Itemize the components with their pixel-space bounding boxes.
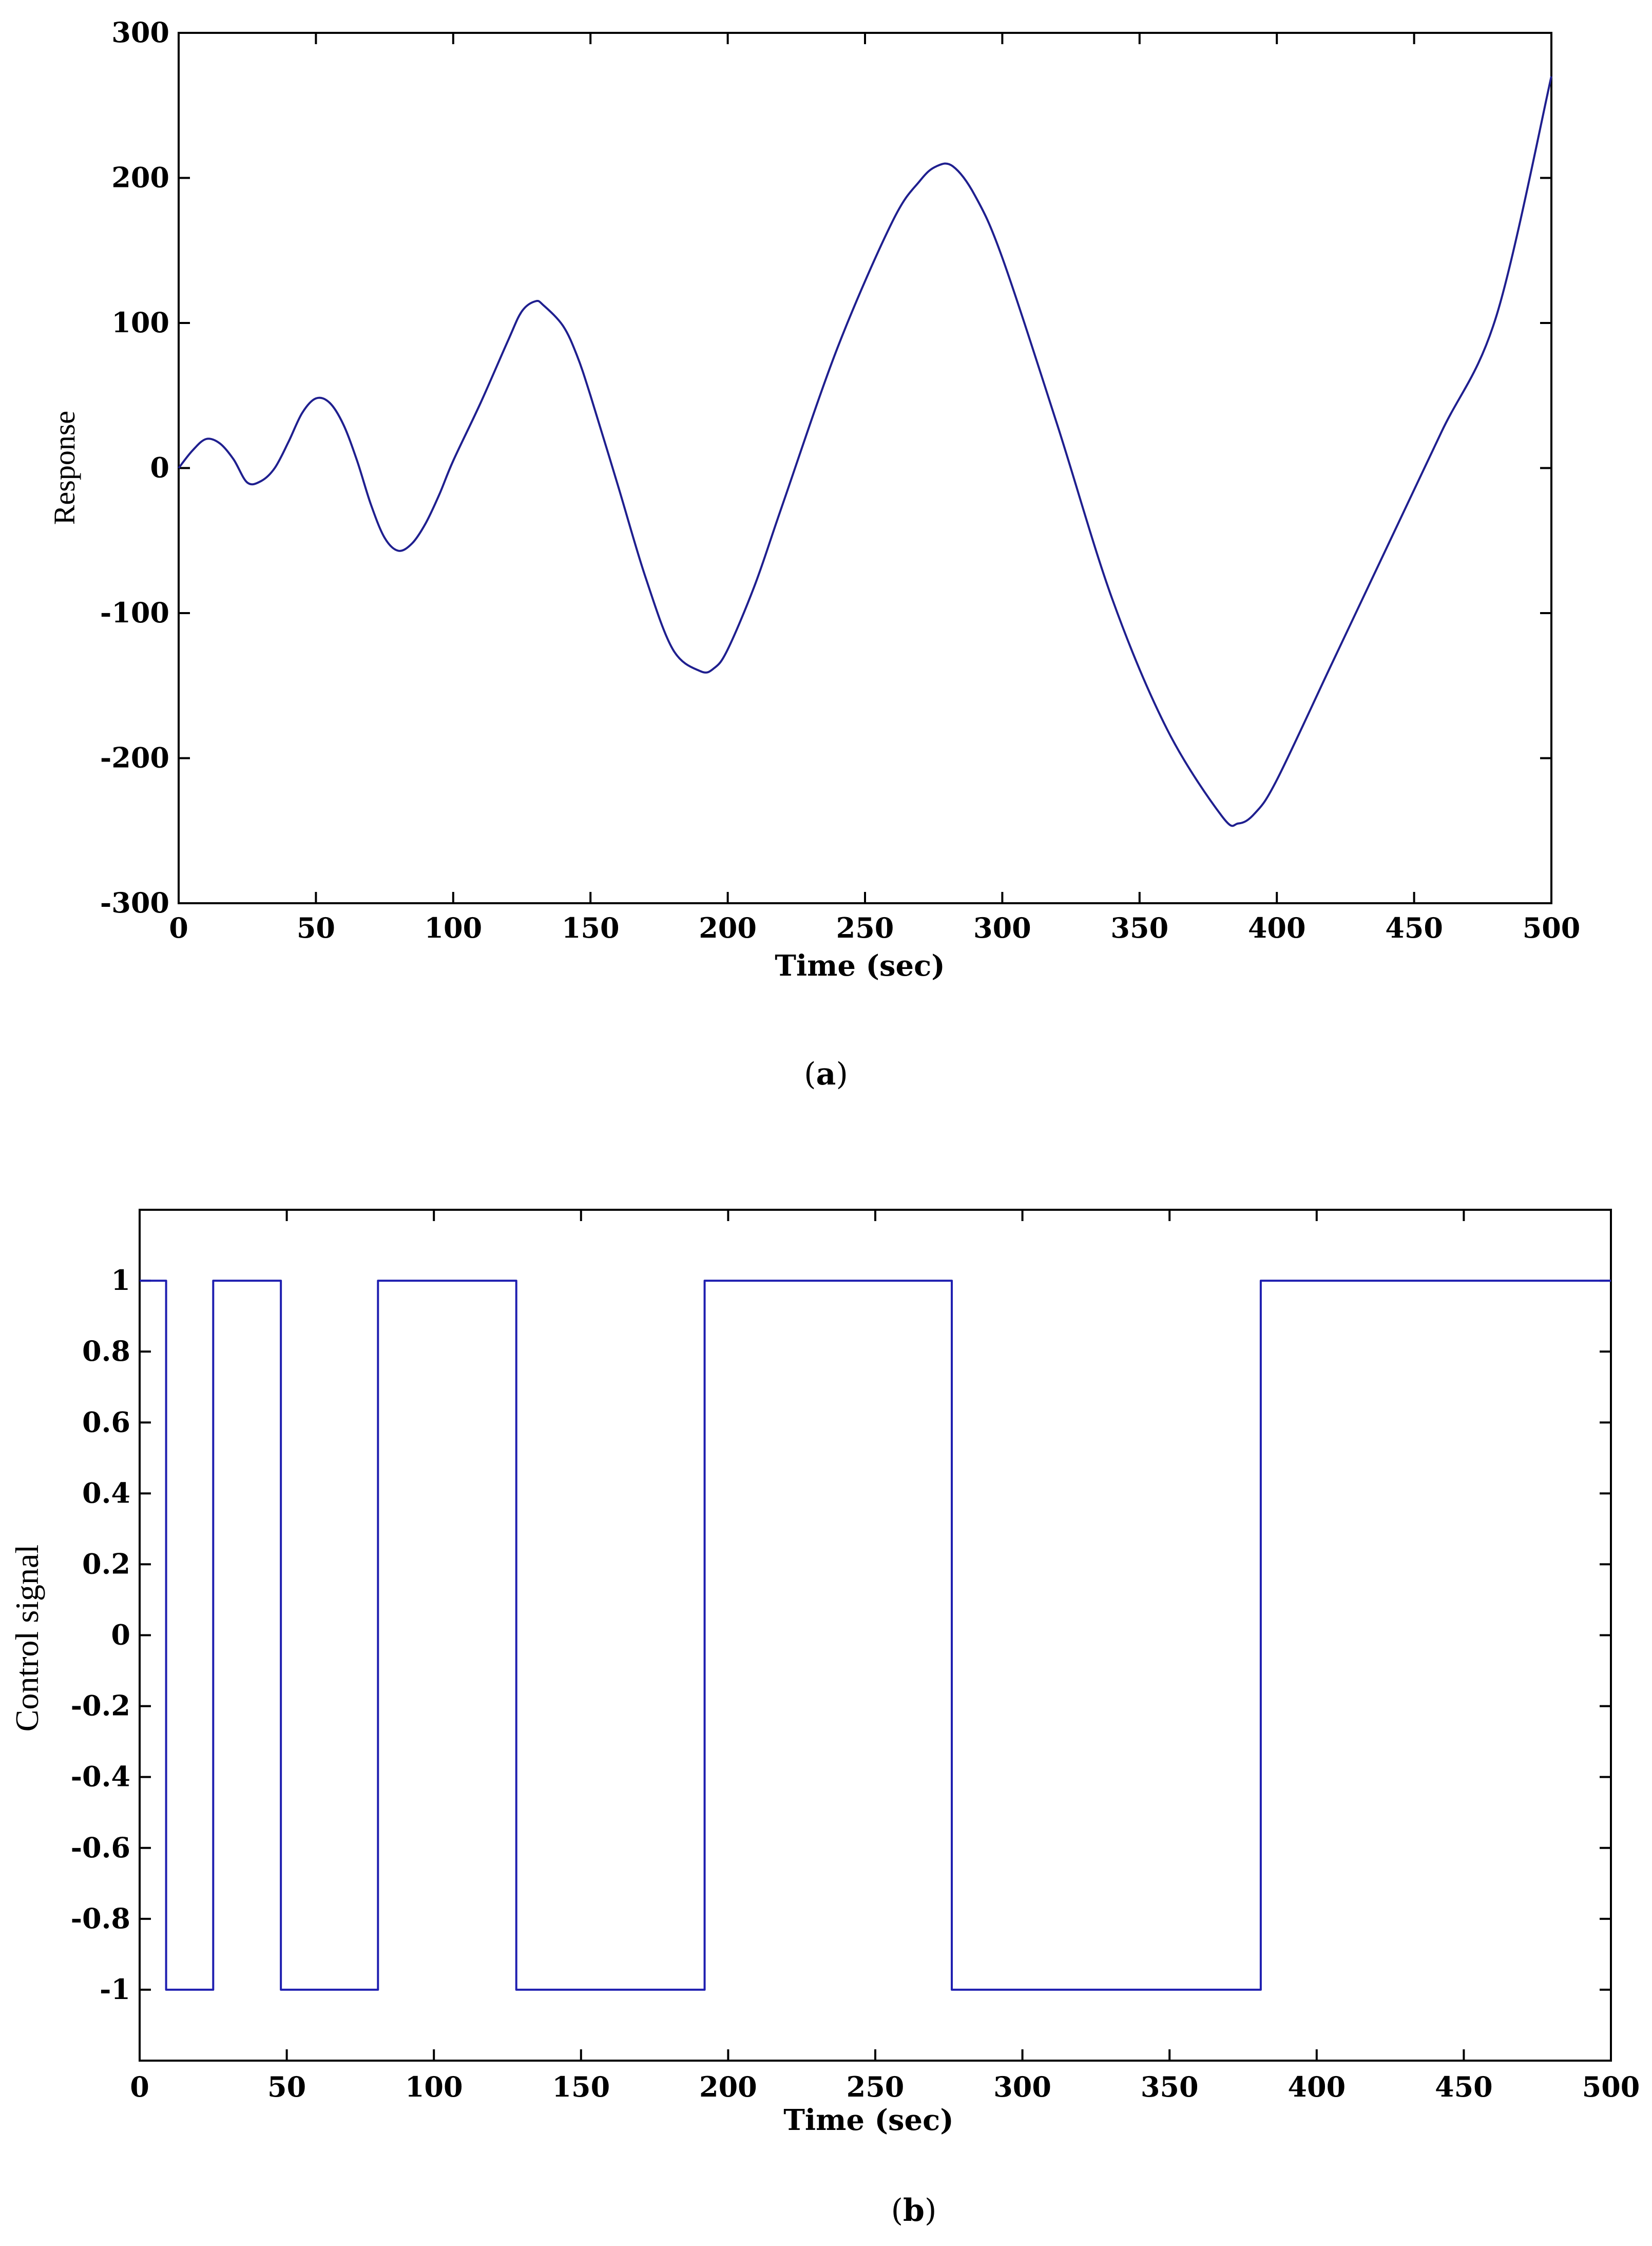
x-tick-label-b: 450 — [1435, 2070, 1493, 2103]
x-tick-label-a: 300 — [973, 911, 1031, 944]
x-tick-label-a: 250 — [836, 911, 894, 944]
x-tick-label-a: 0 — [169, 911, 188, 944]
y-tick-label-b: 0.8 — [82, 1335, 130, 1367]
x-tick-label-b: 400 — [1288, 2070, 1346, 2103]
y-tick-label-a: 300 — [111, 16, 169, 49]
y-axis-title-a: Response — [48, 411, 81, 525]
y-tick-label-b: 1 — [111, 1264, 130, 1297]
y-tick-label-b: 0 — [111, 1619, 130, 1651]
plot-frame-a — [178, 32, 1552, 904]
y-tick-label-b: -0.8 — [71, 1902, 130, 1935]
x-tick-label-a: 350 — [1110, 911, 1168, 944]
x-tick-label-a: 150 — [562, 911, 620, 944]
y-tick-label-a: 100 — [111, 306, 169, 339]
control-signal-line — [140, 1280, 1611, 1991]
panel-caption-b: (b) — [891, 2193, 937, 2229]
y-axis-title-b: Control signal — [9, 1545, 45, 1731]
y-tick-label-b: 0.2 — [82, 1547, 130, 1580]
x-tick-label-b: 50 — [267, 2070, 306, 2103]
y-tick-label-a: -100 — [100, 596, 169, 629]
y-tick-label-a: -300 — [100, 886, 169, 919]
x-tick-label-a: 200 — [699, 911, 757, 944]
x-tick-label-b: 200 — [699, 2070, 757, 2103]
x-axis-title-a: Time (sec) — [775, 949, 945, 983]
x-tick-label-a: 50 — [297, 911, 335, 944]
response-line — [178, 76, 1552, 827]
y-tick-label-a: 0 — [150, 451, 169, 484]
y-tick-label-a: -200 — [100, 741, 169, 774]
x-tick-label-b: 150 — [552, 2070, 610, 2103]
x-tick-label-a: 100 — [424, 911, 482, 944]
x-ticks-a: 0 50 100 150 200 250 300 350 400 450 500 — [169, 33, 1580, 944]
x-tick-label-a: 400 — [1248, 911, 1306, 944]
y-ticks-b: -1 -0.8 -0.6 -0.4 -0.2 0 0.2 0.4 0.6 0.8 1 — [71, 1264, 1611, 2006]
y-tick-label-b: 0.6 — [82, 1405, 130, 1438]
y-tick-label-b: 0.4 — [82, 1476, 130, 1509]
y-tick-label-b: -1 — [100, 1973, 130, 2006]
x-tick-label-b: 350 — [1141, 2070, 1199, 2103]
chart-panel-a: 0 50 100 150 200 250 300 350 400 450 500 -300-200-… — [48, 16, 1580, 1092]
chart-panel-b: 0 50 100 150 200 250 300 350 400 450 500 -1 -0.8 -0.… — [9, 1209, 1640, 2229]
x-ticks-b: 0 50 100 150 200 250 300 350 400 450 500 — [130, 1210, 1640, 2103]
x-tick-label-a: 500 — [1523, 911, 1581, 944]
y-tick-label-b: -0.4 — [71, 1760, 130, 1793]
x-tick-label-b: 300 — [993, 2070, 1051, 2103]
y-tick-label-a: 200 — [111, 161, 169, 194]
x-tick-label-b: 250 — [847, 2070, 905, 2103]
panel-caption-a: (a) — [804, 1056, 848, 1092]
x-axis-title-b: Time (sec) — [783, 2103, 954, 2137]
panel-caption-letter-a: a — [816, 1056, 836, 1092]
panel-caption-letter-b: b — [903, 2193, 925, 2229]
x-tick-label-b: 500 — [1582, 2070, 1640, 2103]
y-tick-label-b: -0.6 — [71, 1831, 130, 1864]
y-tick-label-b: -0.2 — [71, 1689, 130, 1722]
x-tick-label-a: 450 — [1385, 911, 1443, 944]
y-ticks-a: -300 -200 -100 0 100 200 300 — [100, 16, 1551, 919]
x-tick-label-b: 100 — [405, 2070, 463, 2103]
plot-frame-b — [139, 1209, 1612, 2062]
x-tick-label-b: 0 — [130, 2070, 149, 2103]
